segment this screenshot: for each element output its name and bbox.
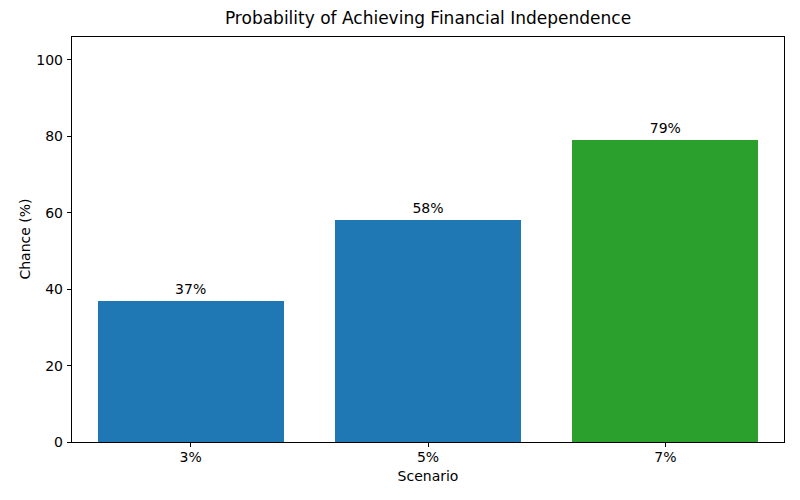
y-tick [67, 365, 72, 366]
y-tick-label: 80 [45, 129, 63, 143]
bar-value-label: 37% [175, 282, 206, 296]
y-tick [67, 212, 72, 213]
bar-value-label: 58% [412, 201, 443, 215]
y-tick [67, 442, 72, 443]
chart-title: Probability of Achieving Financial Indep… [71, 8, 785, 28]
bar-7% [572, 140, 758, 442]
bar-3% [98, 301, 284, 442]
y-tick [67, 289, 72, 290]
y-tick [67, 59, 72, 60]
x-tick [428, 442, 429, 447]
x-axis-label: Scenario [71, 469, 785, 483]
x-tick [665, 442, 666, 447]
x-tick-label: 3% [180, 450, 202, 464]
bar-value-label: 79% [650, 121, 681, 135]
y-tick-label: 100 [36, 53, 63, 67]
bar-5% [335, 220, 521, 442]
plot-area: 37%3%58%5%79%7%020406080100 [71, 36, 785, 443]
y-tick-label: 0 [54, 435, 63, 449]
y-tick-label: 20 [45, 359, 63, 373]
figure: Probability of Achieving Financial Indep… [0, 0, 800, 500]
x-tick-label: 5% [417, 450, 439, 464]
x-tick-label: 7% [654, 450, 676, 464]
y-tick-label: 40 [45, 282, 63, 296]
x-tick [190, 442, 191, 447]
y-tick [67, 136, 72, 137]
y-axis-label: Chance (%) [17, 198, 33, 279]
y-tick-label: 60 [45, 206, 63, 220]
